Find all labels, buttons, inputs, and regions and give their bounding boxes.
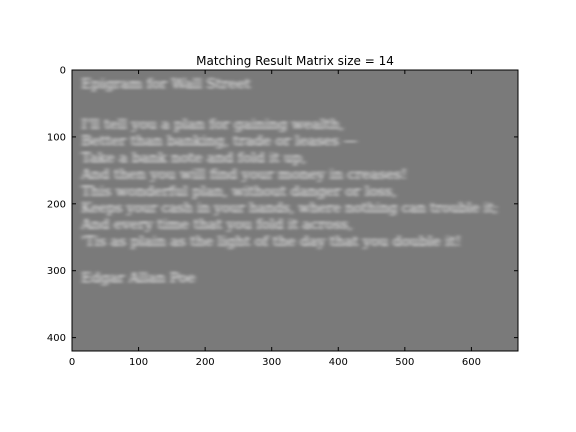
x-tick-label: 600 (462, 357, 481, 368)
y-tick-label: 300 (47, 266, 66, 277)
y-tick-label: 0 (60, 66, 66, 77)
plot-area: Epigram for Wall Street I'll tell you a p… (71, 69, 519, 352)
heatmap-line-5: This wonderful plan, without danger or l… (81, 184, 396, 200)
x-tick-label: 0 (69, 357, 75, 368)
x-tick-label: 300 (262, 357, 281, 368)
x-tick-label: 400 (329, 357, 348, 368)
x-tick-label: 500 (395, 357, 414, 368)
heatmap-background (72, 70, 518, 351)
y-tick-label: 100 (47, 132, 66, 143)
x-tick-label: 200 (196, 357, 215, 368)
heatmap-line-3: Take a bank note and fold it up, (81, 150, 306, 166)
heatmap-line-7: And every time that you fold it across, (80, 217, 352, 233)
y-axis: 0 100 200 300 400 (47, 66, 518, 344)
x-tick-label: 100 (129, 357, 148, 368)
axes-frame (71, 69, 519, 352)
heatmap-line-9: Edgar Allan Poe (81, 271, 195, 287)
heatmap-line-2: Better than banking, trade or leases — (81, 134, 357, 150)
x-axis: 0 100 200 300 400 500 600 (69, 70, 481, 368)
heatmap-line-6: Keeps your cash in your hands, where not… (81, 200, 498, 216)
heatmap-line-0: Epigram for Wall Street (81, 77, 251, 93)
y-tick-label: 200 (47, 199, 66, 210)
heatmap-line-4: And then you will find your money in cre… (80, 167, 407, 183)
y-tick-label: 400 (47, 333, 66, 344)
chart-title: Matching Result Matrix size = 14 (196, 54, 394, 68)
heatmap-text-lines: Epigram for Wall Street I'll tell you a p… (80, 77, 498, 287)
heatmap-line-8: 'Tis as plain as the light of the day th… (81, 234, 461, 250)
heatmap-line-1: I'll tell you a plan for gaining wealth, (81, 117, 344, 133)
